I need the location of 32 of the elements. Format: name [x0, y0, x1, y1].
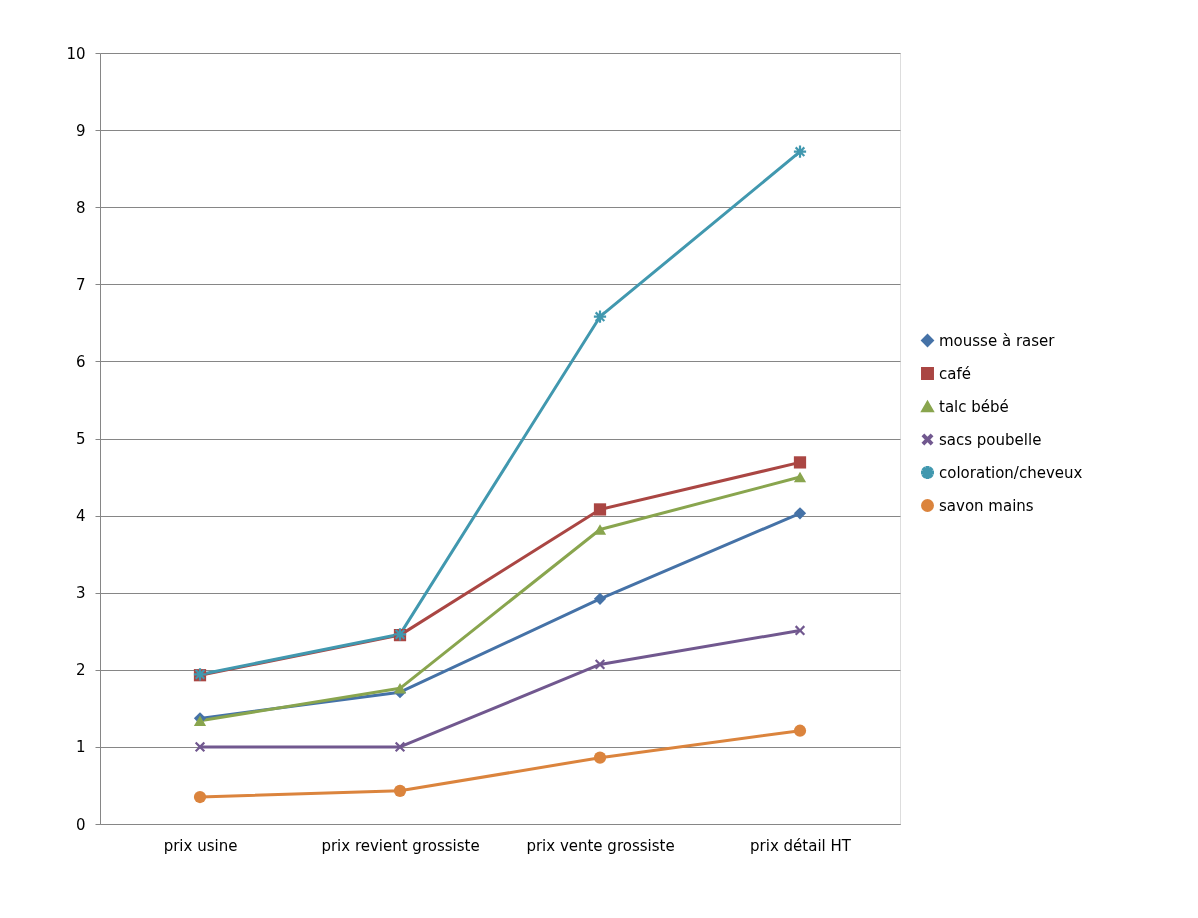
x-tick-label: prix revient grossiste	[321, 836, 480, 855]
y-tick-label: 4	[75, 507, 86, 526]
y-tick-label: 10	[66, 44, 86, 63]
y-tick-label: 5	[75, 430, 86, 448]
point	[393, 683, 407, 694]
y-tick-label: 1	[75, 738, 86, 757]
x-tick-label: prix détail HT	[750, 836, 852, 855]
point	[593, 524, 607, 535]
y-tick-label: 2	[75, 661, 86, 680]
y-tick-label: 3	[75, 584, 86, 603]
point	[793, 724, 807, 737]
legend-label: coloration/cheveux	[939, 463, 1083, 482]
point	[593, 592, 607, 605]
point	[393, 784, 407, 797]
x-tick-label: prix vente grossiste	[526, 836, 675, 855]
legend-label: sacs poubelle	[939, 430, 1042, 449]
y-tick-label: 8	[75, 198, 86, 217]
legend-label: mousse à raser	[939, 331, 1056, 350]
point	[793, 507, 807, 520]
legend-label: talc bébé	[939, 397, 1009, 416]
legend-label: café	[939, 364, 971, 383]
y-tick-label: 7	[75, 275, 86, 294]
y-tick-label: 0	[75, 815, 86, 834]
point	[193, 790, 207, 804]
y-tick-label: 9	[75, 121, 86, 140]
y-tick-label: 6	[75, 352, 86, 371]
x-tick-label: prix usine	[163, 836, 238, 855]
point	[793, 471, 807, 483]
point	[593, 503, 607, 516]
legend-label: savon mains	[939, 496, 1034, 515]
point	[793, 456, 807, 469]
point	[593, 751, 607, 764]
